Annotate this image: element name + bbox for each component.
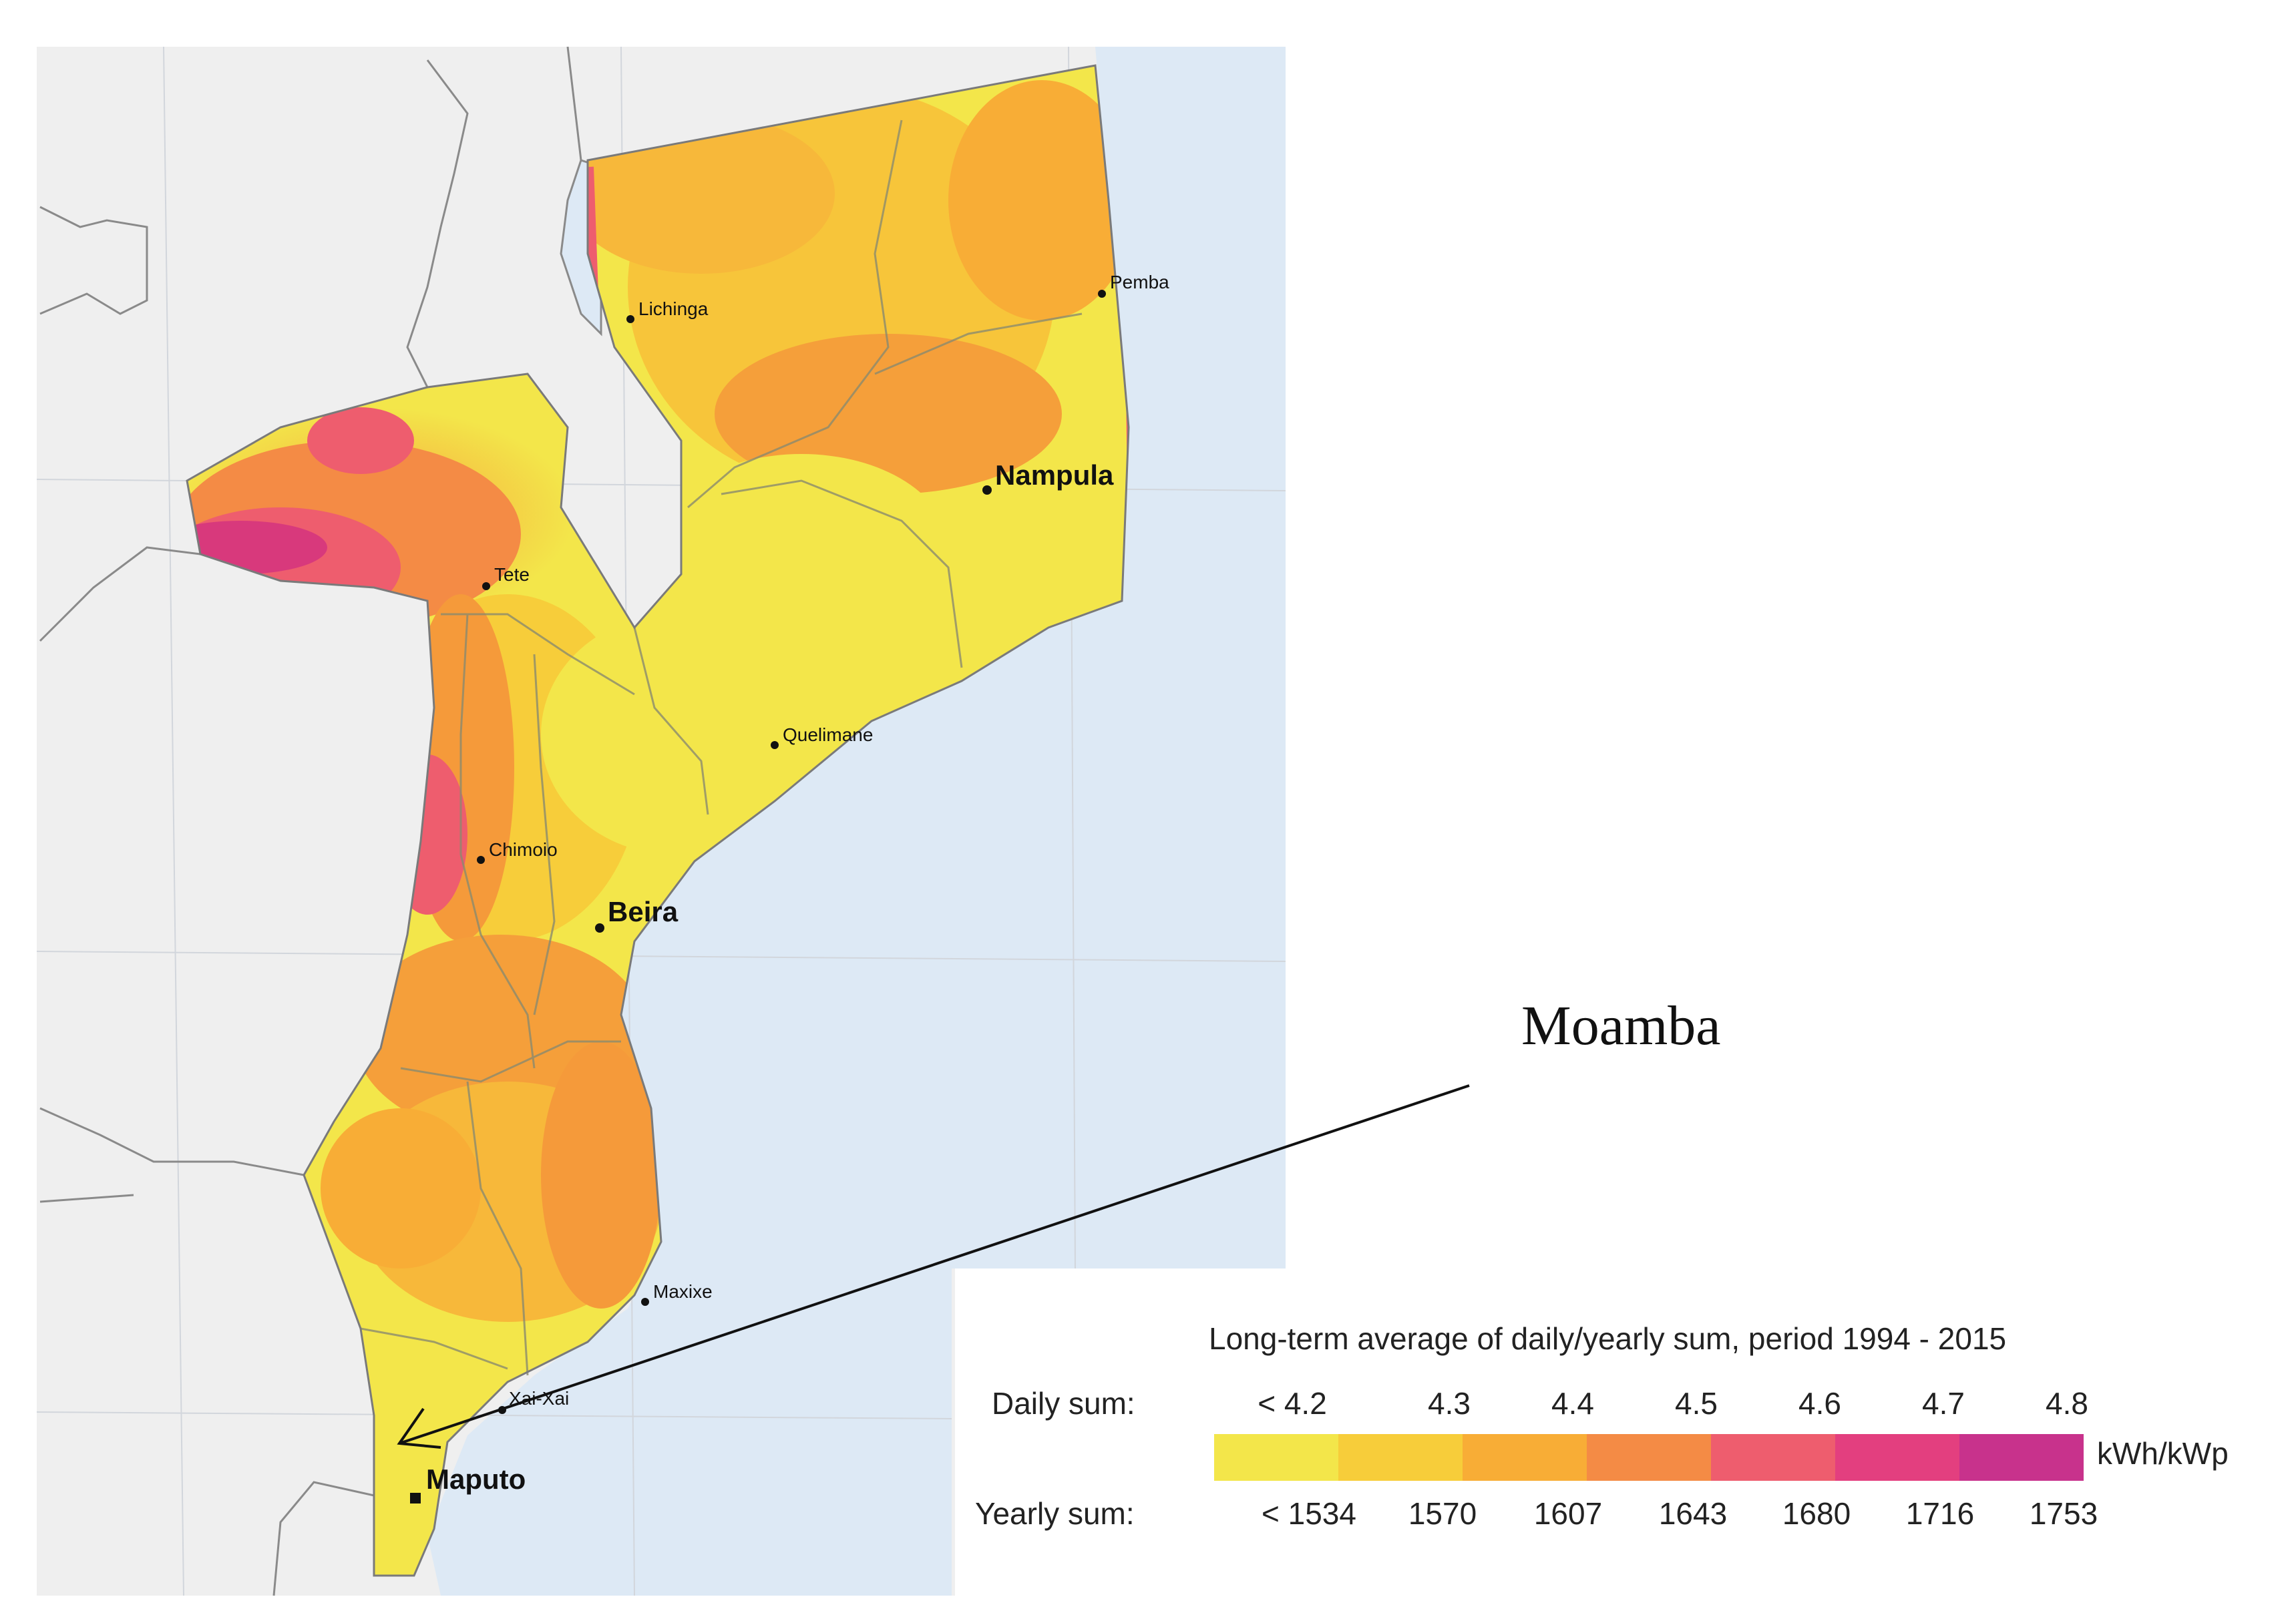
daily-tick: < 4.2 [1258,1386,1327,1421]
neighbour-borders [39,46,582,1596]
city-pemba: Pemba [1098,272,1169,298]
daily-tick: 4.3 [1428,1386,1471,1421]
city-maxixe: Maxixe [641,1281,713,1306]
ramp-swatch [1463,1434,1587,1481]
daily-tick: 4.6 [1798,1386,1841,1421]
yearly-tick: 1716 [1905,1496,1975,1531]
yearly-tick: 1570 [1408,1496,1477,1531]
city-chimoio: Chimoio [477,839,558,864]
svg-text:Chimoio: Chimoio [489,839,558,860]
ramp-swatch [1711,1434,1835,1481]
svg-text:Xai-Xai: Xai-Xai [509,1388,569,1409]
svg-text:Maputo: Maputo [426,1463,526,1495]
yearly-tick: 1607 [1533,1496,1603,1531]
svg-text:Pemba: Pemba [1110,272,1169,292]
moamba-pointer-arrow [397,1084,1470,1449]
province-borders [360,120,1083,1376]
svg-text:Tete: Tete [494,564,530,585]
city-lichinga: Lichinga [626,298,709,323]
daily-tick: 4.8 [2046,1386,2088,1421]
ramp-swatch [1959,1434,2084,1481]
legend-title: Long-term average of daily/yearly sum, p… [1209,1321,2007,1356]
svg-text:Maxixe: Maxixe [653,1281,713,1302]
yearly-sum-label: Yearly sum: [975,1496,1135,1531]
city-beira: Beira [595,896,679,933]
yearly-tick: 1643 [1658,1496,1728,1531]
daily-sum-label: Daily sum: [992,1386,1135,1421]
city-markers: Lichinga Pemba Nampula Tete Quelimane Ch… [410,272,1169,1503]
city-maputo: Maputo [410,1463,526,1503]
moamba-annotation: Moamba [1521,995,1721,1057]
ramp-swatch [1214,1434,1338,1481]
daily-tick: 4.4 [1551,1386,1594,1421]
svg-text:Lichinga: Lichinga [638,298,709,319]
color-ramp [1214,1434,2084,1481]
yearly-tick: < 1534 [1262,1496,1356,1531]
city-nampula: Nampula [982,459,1114,495]
daily-tick: 4.7 [1922,1386,1965,1421]
daily-tick: 4.5 [1675,1386,1718,1421]
svg-text:Nampula: Nampula [995,459,1114,491]
svg-text:Beira: Beira [608,896,679,927]
svg-text:Quelimane: Quelimane [783,724,873,745]
ramp-swatch [1338,1434,1463,1481]
city-quelimane: Quelimane [771,724,873,749]
yearly-tick: 1680 [1782,1496,1851,1531]
legend-unit: kWh/kWp [2097,1436,2229,1471]
ramp-swatch [1587,1434,1711,1481]
yearly-tick: 1753 [2029,1496,2098,1531]
ocean [427,47,1286,1596]
city-tete: Tete [482,564,530,590]
ramp-swatch [1835,1434,1959,1481]
